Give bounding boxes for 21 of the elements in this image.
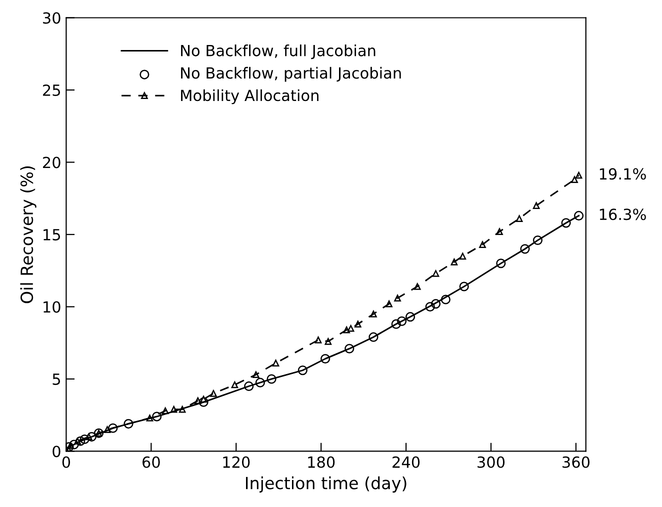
y-tick-label: 5	[52, 374, 60, 386]
legend-label: No Backflow, partial Jacobian	[181, 66, 401, 82]
x-tick-label: 300	[478, 456, 505, 468]
x-axis-title: Injection time (day)	[246, 476, 406, 493]
legend-label: No Backflow, full Jacobian	[181, 44, 376, 60]
x-tick-label: 360	[562, 456, 590, 468]
legend-label: Mobility Allocation	[181, 89, 318, 104]
y-tick-label: 30	[43, 12, 60, 24]
y-tick-label: 10	[44, 301, 60, 313]
x-tick-label: 180	[308, 456, 335, 468]
x-tick-label: 0	[62, 456, 70, 468]
annotation: 19.1%	[600, 168, 646, 180]
y-tick-label: 0	[52, 446, 60, 458]
annotation: 16.3%	[600, 208, 646, 220]
y-tick-label: 15	[44, 229, 60, 241]
y-axis-title: Oil Recovery (%)	[20, 166, 36, 304]
x-tick-label: 60	[142, 456, 160, 468]
x-tick-label: 240	[392, 456, 420, 468]
x-tick-label: 120	[223, 456, 250, 468]
y-tick-label: 20	[43, 156, 60, 168]
y-tick-label: 25	[43, 84, 60, 96]
